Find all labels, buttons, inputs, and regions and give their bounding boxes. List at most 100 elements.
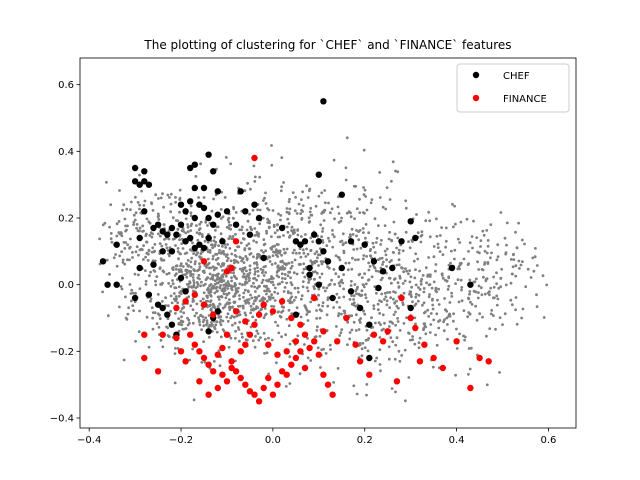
background-point bbox=[444, 239, 448, 243]
background-point bbox=[169, 294, 173, 298]
background-point bbox=[209, 299, 213, 302]
background-point bbox=[245, 338, 249, 342]
background-point bbox=[467, 372, 470, 376]
background-point bbox=[303, 343, 306, 346]
background-point bbox=[158, 266, 162, 270]
background-point bbox=[189, 211, 193, 215]
background-point bbox=[429, 323, 433, 326]
background-point bbox=[349, 215, 353, 219]
background-point bbox=[129, 208, 132, 212]
background-point bbox=[145, 232, 148, 236]
background-point bbox=[118, 254, 122, 258]
background-point bbox=[264, 249, 268, 253]
background-point bbox=[238, 339, 241, 343]
background-point bbox=[350, 314, 354, 318]
background-point bbox=[225, 259, 229, 263]
background-point bbox=[133, 218, 137, 222]
background-point bbox=[485, 229, 489, 232]
background-point bbox=[267, 295, 271, 299]
background-point bbox=[150, 202, 154, 206]
background-point bbox=[304, 233, 307, 236]
background-point bbox=[445, 316, 449, 320]
background-point bbox=[134, 250, 138, 254]
background-point bbox=[262, 251, 265, 254]
background-point bbox=[366, 349, 370, 353]
background-point bbox=[318, 316, 322, 320]
background-point bbox=[408, 292, 411, 296]
background-point bbox=[457, 300, 461, 304]
background-point bbox=[375, 236, 379, 240]
background-point bbox=[290, 283, 294, 287]
background-point bbox=[334, 254, 338, 258]
background-point bbox=[208, 272, 212, 276]
background-point bbox=[327, 236, 330, 240]
background-point bbox=[280, 253, 283, 257]
background-point bbox=[172, 292, 176, 295]
background-point bbox=[245, 244, 249, 247]
background-point bbox=[138, 226, 142, 230]
background-point bbox=[115, 264, 119, 268]
background-point bbox=[453, 204, 456, 208]
background-point bbox=[216, 305, 220, 308]
data-point-finance bbox=[334, 338, 341, 345]
data-point-finance bbox=[292, 354, 300, 362]
background-point bbox=[209, 288, 213, 291]
background-point bbox=[287, 212, 291, 216]
background-point bbox=[269, 246, 273, 250]
background-point bbox=[319, 260, 323, 263]
background-point bbox=[352, 384, 356, 388]
legend-marker-chef bbox=[472, 71, 480, 79]
background-point bbox=[483, 261, 487, 264]
background-point bbox=[242, 272, 246, 276]
background-point bbox=[519, 263, 523, 267]
background-point bbox=[304, 255, 308, 258]
background-point bbox=[240, 332, 244, 336]
background-point bbox=[137, 273, 140, 277]
background-point bbox=[210, 243, 213, 247]
background-point bbox=[323, 189, 327, 192]
background-point bbox=[410, 295, 413, 298]
background-point bbox=[330, 278, 333, 282]
background-point bbox=[253, 270, 257, 274]
background-point bbox=[234, 255, 238, 258]
background-point bbox=[249, 225, 252, 229]
background-point bbox=[394, 323, 397, 327]
background-point bbox=[322, 210, 326, 214]
background-point bbox=[243, 247, 247, 250]
background-point bbox=[270, 338, 274, 342]
background-point bbox=[396, 170, 400, 174]
background-point bbox=[124, 224, 127, 228]
background-point bbox=[352, 303, 356, 307]
background-point bbox=[121, 208, 124, 212]
background-point bbox=[286, 274, 290, 278]
background-point bbox=[360, 289, 364, 293]
background-point bbox=[296, 286, 300, 290]
background-point bbox=[335, 292, 339, 296]
background-point bbox=[202, 196, 206, 199]
background-point bbox=[218, 364, 222, 368]
background-point bbox=[496, 255, 500, 259]
background-point bbox=[248, 212, 251, 216]
background-point bbox=[226, 280, 230, 284]
background-point bbox=[109, 203, 113, 207]
background-point bbox=[186, 225, 190, 229]
background-point bbox=[391, 251, 395, 254]
background-point bbox=[471, 246, 474, 250]
data-point-chef bbox=[467, 281, 474, 288]
background-point bbox=[301, 285, 305, 289]
background-point bbox=[161, 345, 165, 349]
background-point bbox=[205, 288, 209, 292]
background-point bbox=[149, 270, 153, 274]
background-point bbox=[266, 279, 269, 283]
data-point-chef bbox=[407, 304, 414, 312]
background-point bbox=[151, 327, 155, 331]
background-point bbox=[171, 266, 175, 269]
background-point bbox=[411, 338, 414, 342]
background-point bbox=[176, 219, 180, 223]
background-point bbox=[117, 220, 121, 223]
data-point-chef bbox=[164, 231, 171, 238]
background-point bbox=[244, 313, 248, 317]
background-point bbox=[169, 202, 173, 206]
background-point bbox=[422, 290, 426, 294]
background-point bbox=[337, 212, 341, 215]
